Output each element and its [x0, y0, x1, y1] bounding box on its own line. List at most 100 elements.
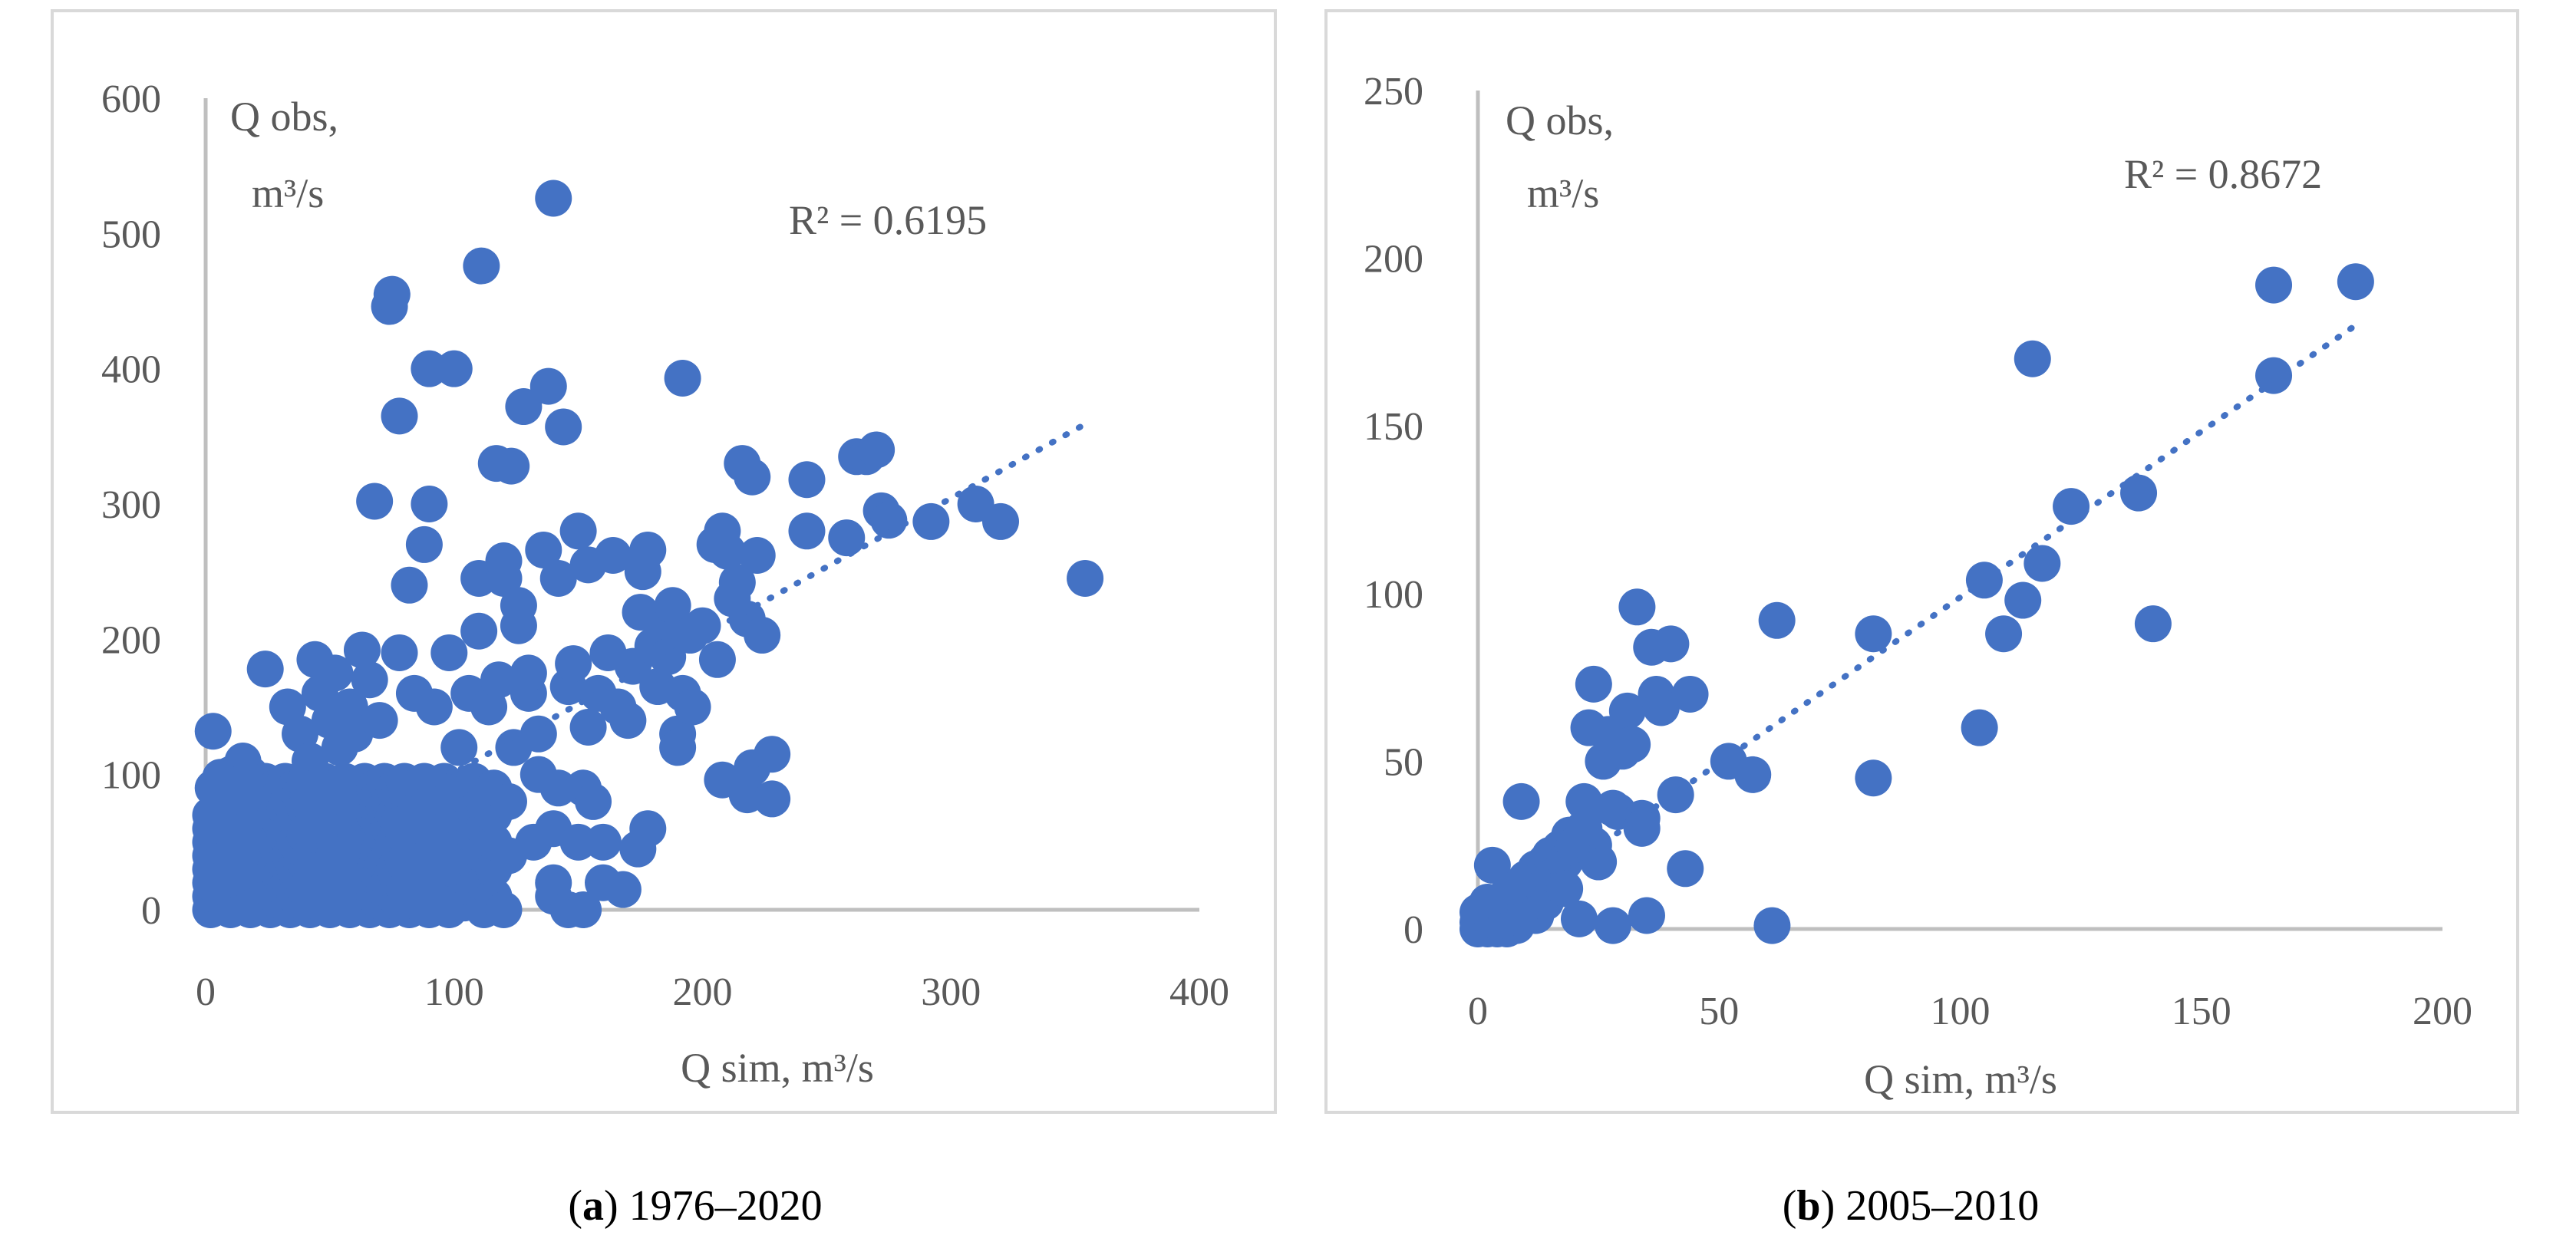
data-point [351, 661, 388, 699]
data-point [430, 634, 468, 671]
y-tick-label: 0 [141, 889, 161, 933]
y-tick-label: 50 [1384, 740, 1423, 784]
data-point [2255, 357, 2293, 394]
data-point [485, 891, 523, 928]
data-point [1667, 850, 1704, 888]
data-point [788, 461, 826, 499]
data-point [1502, 782, 1540, 820]
data-point [2053, 488, 2090, 525]
panel-border [51, 9, 1277, 1114]
data-point [1628, 897, 1665, 934]
data-point [1753, 907, 1791, 944]
data-point [343, 631, 381, 669]
trendline [203, 420, 1091, 913]
data-point [535, 180, 572, 217]
caption-label: a [582, 1182, 604, 1230]
y-tick-label: 100 [101, 754, 161, 798]
y-tick-label: 150 [1364, 405, 1423, 449]
x-tick-label: 0 [1468, 990, 1488, 1033]
data-point [870, 502, 908, 539]
data-point [2337, 263, 2374, 301]
r-squared-label: R² = 0.6195 [789, 197, 987, 243]
data-point [1623, 809, 1661, 847]
data-point [1580, 843, 1618, 881]
data-point [2134, 605, 2172, 643]
data-point [698, 641, 736, 678]
data-point [1671, 675, 1709, 713]
data-point [1608, 692, 1646, 730]
y-tick-label: 400 [101, 348, 161, 392]
chart-panel-b: 0 50 100 150 200 250 0 50 100 150 200 Q sim, m³/s Q … [1324, 9, 2519, 1114]
data-point [405, 525, 443, 563]
x-axis-title: Q sim, m³/s [681, 1045, 874, 1091]
x-tick-label: 300 [921, 970, 981, 1014]
caption-label: b [1796, 1182, 1821, 1230]
data-point [754, 780, 791, 818]
data-point [2014, 340, 2051, 377]
data-point [659, 729, 697, 766]
data-point [1067, 559, 1104, 597]
data-point [381, 634, 418, 671]
data-point [500, 607, 537, 644]
data-point [316, 654, 354, 692]
data-point [1657, 776, 1694, 814]
data-point [982, 502, 1019, 540]
data-point [1961, 709, 1998, 746]
data-point [529, 367, 567, 405]
data-point [440, 729, 478, 766]
panel-border [1324, 9, 2519, 1114]
data-point [604, 871, 642, 908]
data-point [435, 350, 473, 387]
data-point [510, 654, 547, 692]
data-point [1575, 665, 1612, 703]
data-point [1565, 782, 1603, 820]
data-point [569, 708, 607, 746]
data-point [629, 810, 667, 848]
data-point [1560, 900, 1598, 937]
data-point [828, 519, 866, 557]
data-point [2024, 545, 2061, 582]
x-tick-label: 100 [1931, 990, 1991, 1033]
x-tick-label: 400 [1169, 970, 1229, 1014]
data-point [555, 645, 592, 683]
y-tick-label: 0 [1403, 908, 1423, 952]
data-point [373, 275, 411, 313]
data-point [629, 531, 667, 568]
data-point [1855, 615, 1892, 653]
y-axis-title-line1: Q obs, [1506, 97, 1614, 143]
data-point [391, 566, 428, 604]
x-tick-label: 100 [424, 970, 484, 1014]
data-point [361, 702, 398, 739]
y-tick-label: 200 [101, 618, 161, 662]
y-tick-label: 600 [101, 77, 161, 121]
trendline [1475, 322, 2359, 932]
data-point [684, 607, 721, 644]
data-point [788, 512, 826, 550]
data-point [525, 531, 562, 568]
data-point [381, 397, 418, 435]
data-point [1652, 625, 1690, 663]
data-point [2120, 474, 2158, 512]
data-point [708, 532, 746, 570]
data-point [1758, 601, 1796, 639]
data-point [664, 360, 701, 397]
y-axis-title-line1: Q obs, [230, 94, 338, 140]
data-point [463, 247, 500, 285]
x-axis-title: Q sim, m³/s [1864, 1056, 2057, 1102]
data-point [744, 617, 781, 654]
data-point [858, 431, 895, 469]
data-point [654, 587, 691, 624]
caption-a: (a) 1976–2020 [568, 1182, 823, 1230]
data-point [594, 537, 632, 575]
data-point [1618, 588, 1656, 626]
data-point [415, 688, 453, 726]
data-point [565, 891, 602, 928]
chart-panel-a: 0 100 200 300 400 500 600 0 100 200 300 400 Q sim, m… [51, 9, 1277, 1114]
data-point [246, 651, 284, 688]
data-point [912, 502, 950, 540]
caption-text: 2005–2010 [1845, 1182, 2040, 1230]
x-tick-label: 200 [673, 970, 733, 1014]
data-point [1546, 870, 1584, 907]
data-point [1734, 756, 1772, 793]
data-point [575, 782, 612, 820]
